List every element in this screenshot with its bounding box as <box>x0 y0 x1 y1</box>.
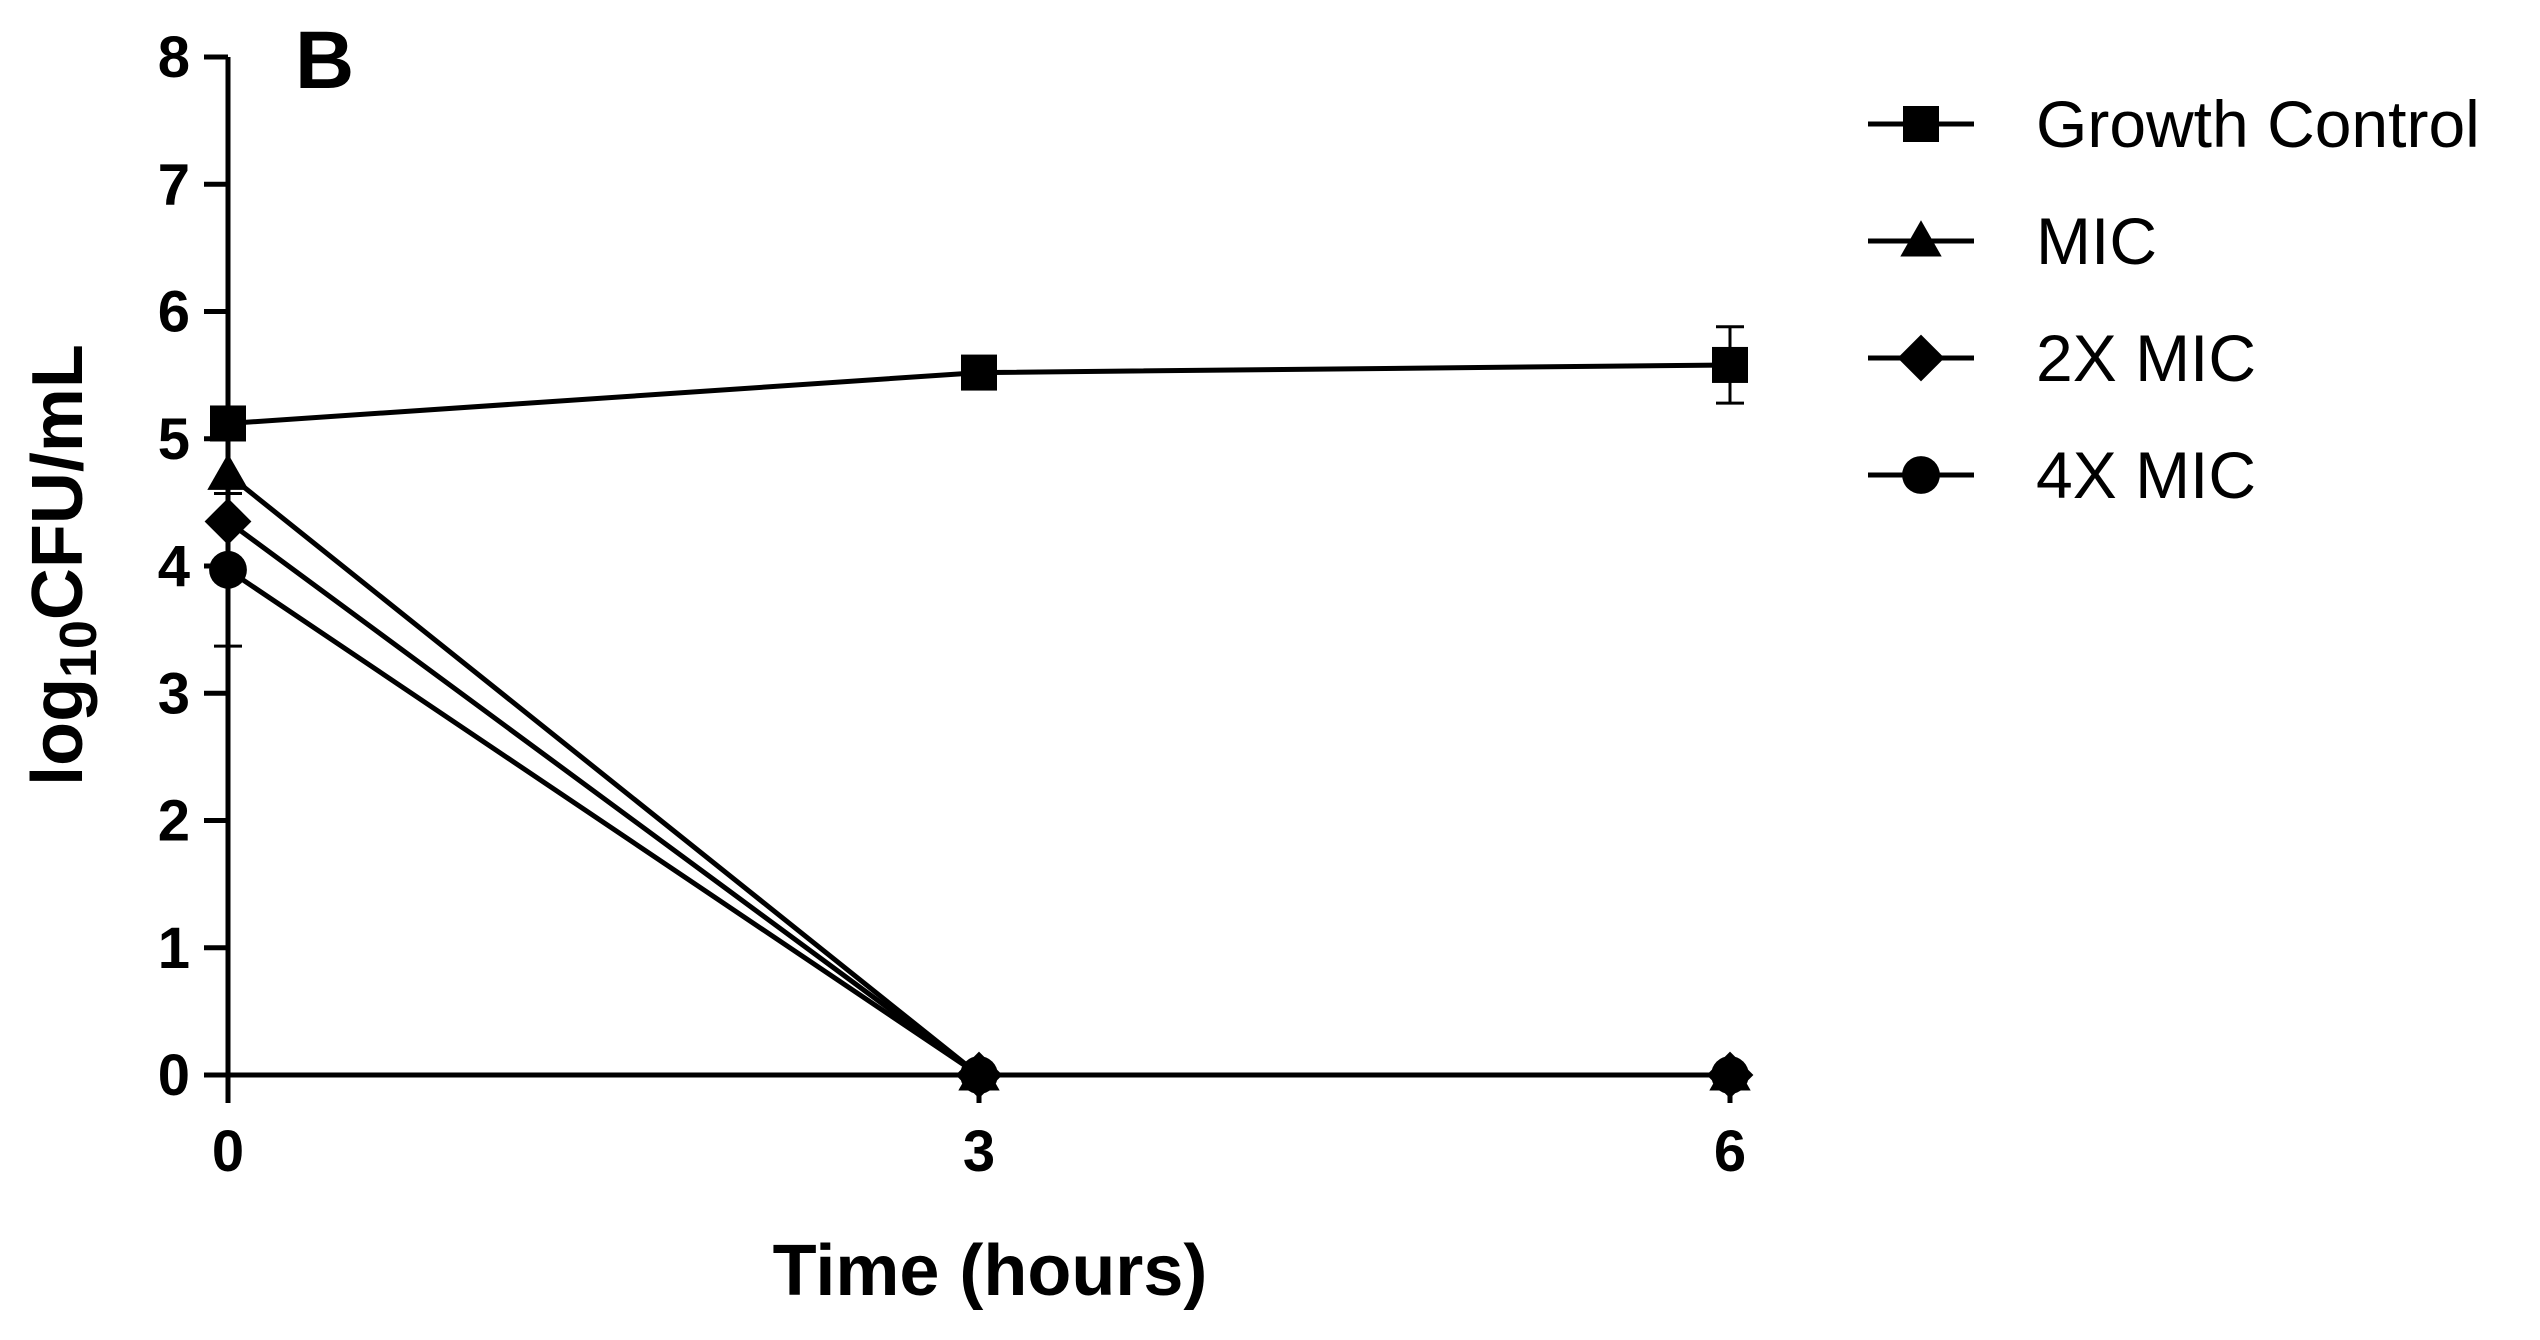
data-point <box>1712 346 1748 383</box>
legend-item: 4X MIC <box>1868 438 2256 512</box>
x-tick-label: 3 <box>963 1119 995 1184</box>
series-line <box>226 567 1730 1078</box>
legend-marker <box>1900 220 1942 257</box>
data-point <box>1711 1056 1749 1094</box>
legend-marker <box>1897 334 1945 382</box>
legend-label: 4X MIC <box>2036 438 2256 512</box>
series-line <box>226 472 1730 1078</box>
y-axis-title: log10CFU/mL <box>18 344 108 786</box>
y-tick-label: 1 <box>158 916 190 981</box>
axes: 0 1 2 3 4 5 6 7 8 0 3 6 <box>158 25 1746 1184</box>
y-axis-title-pre: log <box>18 678 98 786</box>
y-tick-label: 7 <box>158 152 190 217</box>
legend-item: Growth Control <box>1868 87 2480 161</box>
data-point <box>210 405 246 442</box>
series-triangle <box>207 453 1751 1091</box>
legend-marker <box>1902 456 1940 494</box>
x-tick-label: 0 <box>212 1119 244 1184</box>
x-tick-label: 6 <box>1714 1119 1746 1184</box>
y-axis-title-subscript: 10 <box>50 620 108 678</box>
legend-label: 2X MIC <box>2036 321 2256 395</box>
series-diamond <box>204 498 1754 1099</box>
y-tick-label: 8 <box>158 25 190 90</box>
y-tick-label: 4 <box>158 534 190 599</box>
panel-label: B <box>295 15 354 106</box>
legend-label: MIC <box>2036 204 2157 278</box>
data-point <box>209 550 247 589</box>
data-point <box>960 1056 998 1094</box>
series-line <box>226 519 1730 1078</box>
y-tick-label: 0 <box>158 1043 190 1108</box>
y-tick-label: 3 <box>158 661 190 726</box>
legend: Growth Control MIC 2X MIC 4X MIC <box>1868 87 2480 512</box>
data-point <box>207 453 249 490</box>
series-circle <box>209 491 1749 1094</box>
y-tick-label: 6 <box>158 280 190 345</box>
data-point <box>961 354 997 391</box>
legend-marker <box>1903 106 1939 142</box>
y-tick-label: 2 <box>158 789 190 854</box>
x-axis-title: Time (hours) <box>773 1231 1208 1311</box>
legend-label: Growth Control <box>2036 87 2480 161</box>
series-layer <box>204 325 1754 1099</box>
legend-item: 2X MIC <box>1868 321 2256 395</box>
legend-item: MIC <box>1868 204 2157 278</box>
y-tick-label: 5 <box>158 407 190 472</box>
series-square <box>210 325 1748 442</box>
y-axis-title-post: CFU/mL <box>18 344 98 620</box>
